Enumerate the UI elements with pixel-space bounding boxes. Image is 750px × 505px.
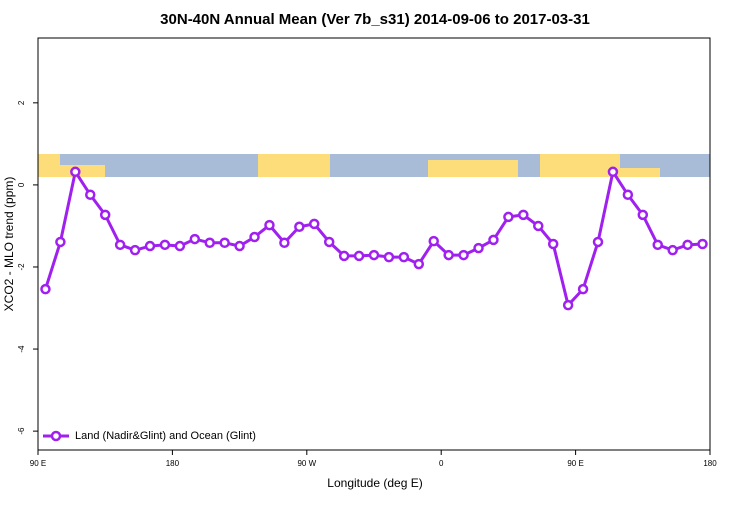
data-point: [368, 249, 380, 261]
map-band: [38, 154, 710, 177]
data-point: [159, 239, 171, 251]
data-point: [204, 237, 215, 249]
y-tick-label: 2: [17, 100, 26, 105]
data-point: [473, 242, 484, 254]
data-point: [637, 209, 649, 221]
data-point: [40, 283, 51, 295]
data-point: [70, 166, 81, 178]
data-point: [443, 249, 454, 261]
chart-title: 30N-40N Annual Mean (Ver 7b_s31) 2014-09…: [160, 11, 590, 28]
data-point: [234, 240, 245, 252]
data-point: [249, 231, 260, 243]
legend-marker: [50, 430, 62, 442]
data-point: [503, 211, 514, 223]
x-tick-label: 90 W: [297, 459, 316, 468]
plot-frame: [37, 37, 711, 451]
data-point: [622, 189, 634, 201]
data-point: [607, 166, 619, 178]
data-point: [398, 251, 410, 263]
data-point: [652, 239, 663, 251]
x-tick-label: 90 E: [30, 459, 46, 468]
data-point: [129, 244, 141, 256]
data-point: [174, 240, 186, 252]
data-point: [547, 238, 559, 250]
y-axis-label: XCO2 - MLO trend (ppm): [2, 177, 16, 312]
data-point: [55, 236, 66, 248]
x-tick-label: 180: [703, 459, 717, 468]
data-point: [144, 240, 156, 252]
data-point: [577, 283, 589, 295]
data-line: [44, 167, 703, 309]
data-point: [309, 218, 320, 230]
y-tick-label: -6: [17, 427, 26, 435]
data-point: [99, 209, 111, 221]
x-tick-label: 0: [439, 459, 444, 468]
data-point: [219, 237, 230, 249]
data-point: [338, 250, 350, 262]
x-axis-label: Longitude (deg E): [327, 476, 422, 490]
data-point: [294, 221, 305, 233]
data-point: [114, 239, 126, 251]
data-point: [189, 233, 201, 245]
data-point: [323, 236, 335, 248]
data-point: [383, 251, 395, 263]
data-point: [428, 235, 439, 247]
legend-label: Land (Nadir&Glint) and Ocean (Glint): [75, 430, 256, 442]
data-point: [697, 238, 708, 250]
y-tick-label: -4: [17, 345, 26, 353]
data-point: [488, 234, 499, 246]
y-tick-label: 0: [17, 182, 26, 187]
data-point: [667, 244, 678, 256]
x-tick-label: 90 E: [567, 459, 583, 468]
data-point: [413, 258, 425, 270]
y-tick-label: -2: [17, 263, 26, 271]
data-point: [592, 236, 604, 248]
data-point: [533, 220, 544, 232]
data-point: [518, 209, 529, 221]
data-point: [562, 299, 574, 311]
x-tick-label: 180: [166, 459, 180, 468]
data-point: [264, 219, 275, 231]
data-point: [458, 249, 469, 261]
data-point: [682, 239, 693, 251]
data-point: [353, 250, 365, 262]
data-point: [85, 189, 96, 201]
data-point: [279, 237, 290, 249]
